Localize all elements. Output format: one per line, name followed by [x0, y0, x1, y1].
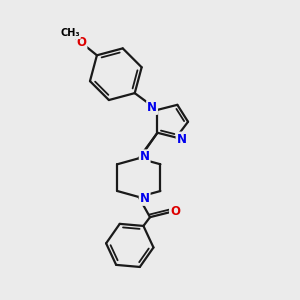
- Text: N: N: [176, 133, 187, 146]
- Text: O: O: [170, 205, 180, 218]
- Text: N: N: [140, 150, 150, 163]
- Text: O: O: [76, 36, 86, 49]
- Text: N: N: [140, 192, 150, 205]
- Text: N: N: [147, 101, 157, 114]
- Text: CH₃: CH₃: [60, 28, 80, 38]
